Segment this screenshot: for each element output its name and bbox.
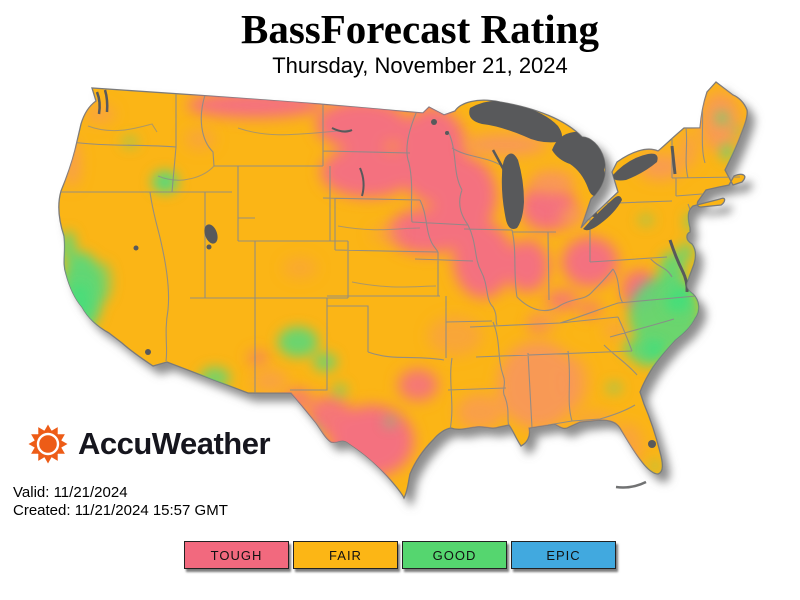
legend-item-good: GOOD	[402, 541, 507, 569]
utah-lake	[206, 244, 212, 250]
accuweather-logo: AccuWeather	[27, 423, 271, 465]
mn-lake-1	[431, 119, 437, 125]
lake-michigan	[501, 153, 524, 229]
lake-tahoe	[133, 245, 139, 251]
legend-item-epic: EPIC	[511, 541, 616, 569]
lake-okeechobee	[648, 440, 656, 448]
puget-sound	[95, 89, 109, 115]
accuweather-sun-icon	[28, 424, 68, 464]
transition-rating-areas	[64, 92, 740, 471]
lake-champlain	[670, 145, 677, 175]
green-bay	[491, 149, 507, 173]
legend-item-fair: FAIR	[293, 541, 398, 569]
legend-label: EPIC	[546, 547, 581, 563]
legend-label: FAIR	[329, 547, 362, 563]
great-salt-lake	[204, 224, 218, 244]
page-title: BassForecast Rating	[241, 6, 599, 52]
legend-item-tough: TOUGH	[184, 541, 289, 569]
lake-superior	[469, 100, 562, 143]
great-lakes	[133, 100, 658, 448]
mn-lake-2	[445, 131, 449, 135]
good-rating-bright-cores	[70, 282, 691, 358]
legend-label: GOOD	[432, 547, 477, 563]
missouri-reservoirs	[331, 127, 365, 197]
florida-keys	[615, 480, 647, 489]
created-date: Created: 11/21/2024 15:57 GMT	[13, 502, 228, 519]
header: BassForecast Rating Thursday, November 2…	[40, 6, 800, 79]
lake-erie	[583, 196, 622, 231]
valid-date: Valid: 11/21/2024	[13, 484, 128, 501]
legend: TOUGH FAIR GOOD EPIC	[0, 541, 800, 569]
lake-huron	[552, 131, 606, 196]
salton-sea	[145, 349, 151, 355]
legend-label: TOUGH	[210, 547, 263, 563]
forecast-date: Thursday, November 21, 2024	[272, 53, 568, 78]
rivers	[87, 123, 437, 288]
state-borders	[61, 92, 741, 432]
lake-ontario	[612, 153, 658, 181]
map-timestamps: Valid: 11/21/2024 Created: 11/21/2024 15…	[13, 484, 228, 520]
accuweather-wordmark: AccuWeather	[78, 426, 271, 461]
